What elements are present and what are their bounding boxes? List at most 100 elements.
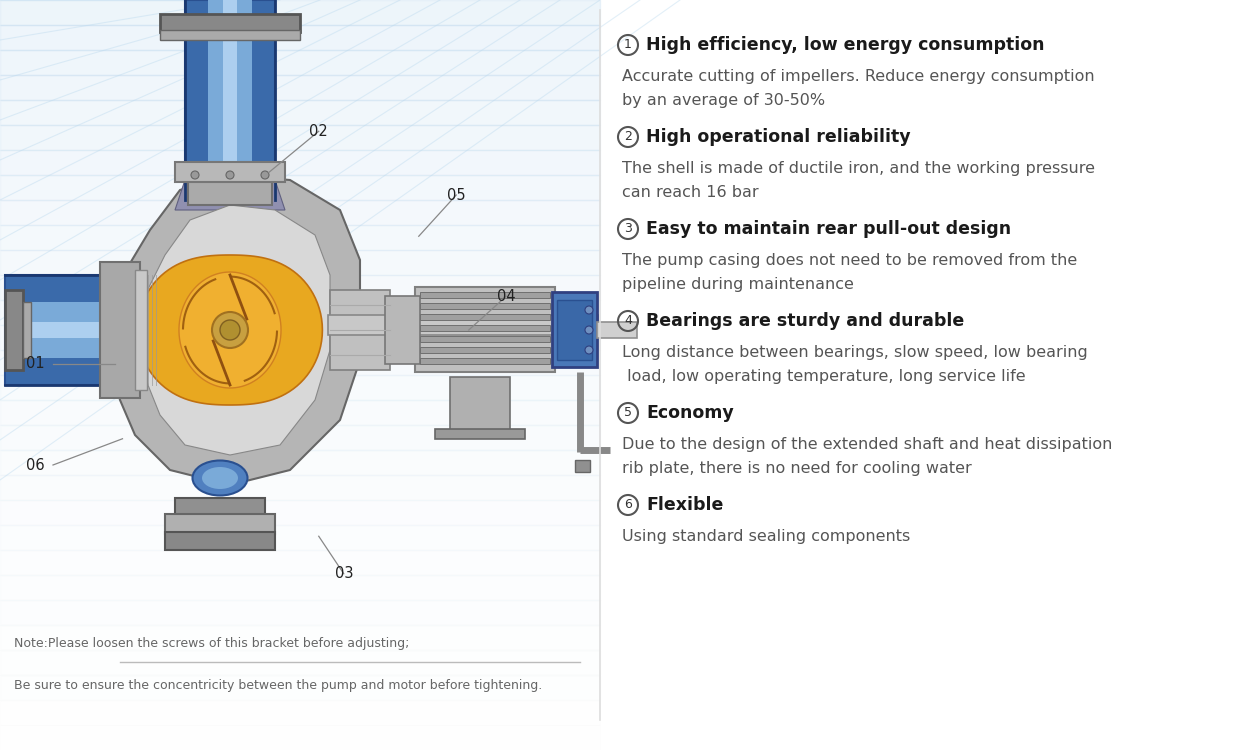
Text: 2: 2 bbox=[624, 130, 632, 143]
Circle shape bbox=[585, 346, 592, 354]
Text: Using standard sealing components: Using standard sealing components bbox=[622, 529, 910, 544]
Text: Accurate cutting of impellers. Reduce energy consumption: Accurate cutting of impellers. Reduce en… bbox=[622, 69, 1095, 84]
Bar bbox=[0, 600, 600, 625]
Bar bbox=[222, 0, 238, 200]
Bar bbox=[0, 175, 600, 200]
Circle shape bbox=[261, 171, 269, 179]
Bar bbox=[575, 460, 590, 472]
Bar bbox=[420, 325, 550, 331]
Text: 03: 03 bbox=[335, 566, 352, 581]
Bar bbox=[420, 358, 550, 364]
Text: rib plate, there is no need for cooling water: rib plate, there is no need for cooling … bbox=[622, 461, 971, 476]
Circle shape bbox=[585, 306, 592, 314]
Bar bbox=[435, 429, 525, 439]
Bar bbox=[0, 0, 600, 25]
Bar bbox=[0, 725, 600, 750]
Text: 6: 6 bbox=[624, 499, 632, 512]
Text: Flexible: Flexible bbox=[646, 496, 724, 514]
Bar bbox=[160, 14, 300, 32]
Bar bbox=[420, 292, 550, 298]
Text: Bearings are sturdy and durable: Bearings are sturdy and durable bbox=[646, 312, 964, 330]
Text: 1: 1 bbox=[624, 38, 632, 52]
Circle shape bbox=[191, 171, 199, 179]
Polygon shape bbox=[110, 175, 360, 485]
Bar bbox=[165, 514, 275, 534]
Bar bbox=[22, 302, 31, 358]
Text: pipeline during maintenance: pipeline during maintenance bbox=[622, 277, 854, 292]
Bar bbox=[0, 400, 600, 425]
Bar bbox=[558, 300, 592, 360]
Text: 04: 04 bbox=[498, 289, 515, 304]
Bar bbox=[185, 0, 275, 200]
Bar bbox=[135, 270, 148, 390]
Bar bbox=[5, 275, 142, 385]
Bar bbox=[165, 532, 275, 550]
Bar bbox=[160, 30, 300, 40]
Text: Easy to maintain rear pull-out design: Easy to maintain rear pull-out design bbox=[646, 220, 1011, 238]
Bar bbox=[0, 575, 600, 600]
Bar bbox=[0, 350, 600, 375]
Bar bbox=[420, 347, 550, 353]
Bar bbox=[0, 300, 600, 325]
Bar bbox=[0, 425, 600, 450]
Bar bbox=[100, 262, 140, 398]
Bar bbox=[450, 377, 510, 432]
Bar bbox=[0, 200, 600, 225]
Bar bbox=[420, 303, 550, 309]
Text: High operational reliability: High operational reliability bbox=[646, 128, 910, 146]
Bar bbox=[328, 315, 598, 335]
Bar bbox=[0, 50, 600, 75]
Text: 02: 02 bbox=[310, 124, 328, 139]
Bar bbox=[5, 302, 142, 358]
Bar bbox=[175, 498, 265, 516]
Text: Economy: Economy bbox=[646, 404, 734, 422]
Bar bbox=[0, 125, 600, 150]
Bar bbox=[0, 450, 600, 475]
Text: 5: 5 bbox=[624, 406, 632, 419]
Text: 06: 06 bbox=[26, 458, 44, 472]
Bar bbox=[0, 500, 600, 525]
Bar bbox=[420, 336, 550, 342]
Text: 3: 3 bbox=[624, 223, 632, 236]
Bar bbox=[0, 250, 600, 275]
Circle shape bbox=[220, 320, 240, 340]
Bar bbox=[175, 162, 285, 182]
Text: The pump casing does not need to be removed from the: The pump casing does not need to be remo… bbox=[622, 253, 1078, 268]
Text: 4: 4 bbox=[624, 314, 632, 328]
Bar bbox=[0, 275, 600, 300]
Bar bbox=[0, 700, 600, 725]
Polygon shape bbox=[179, 272, 281, 388]
Text: can reach 16 bar: can reach 16 bar bbox=[622, 185, 759, 200]
Bar bbox=[415, 287, 555, 372]
Bar bbox=[5, 322, 142, 338]
Text: 05: 05 bbox=[448, 188, 465, 202]
Ellipse shape bbox=[192, 460, 248, 496]
Text: Be sure to ensure the concentricity between the pump and motor before tightening: Be sure to ensure the concentricity betw… bbox=[14, 679, 542, 692]
Text: The shell is made of ductile iron, and the working pressure: The shell is made of ductile iron, and t… bbox=[622, 161, 1095, 176]
Bar bbox=[0, 325, 600, 350]
Bar bbox=[0, 475, 600, 500]
Text: 01: 01 bbox=[26, 356, 44, 371]
Circle shape bbox=[585, 326, 592, 334]
Bar bbox=[208, 0, 252, 200]
Ellipse shape bbox=[202, 467, 238, 489]
Circle shape bbox=[213, 312, 248, 348]
Polygon shape bbox=[175, 180, 285, 210]
Bar bbox=[0, 525, 600, 550]
Bar bbox=[0, 100, 600, 125]
Text: Long distance between bearings, slow speed, low bearing: Long distance between bearings, slow spe… bbox=[622, 345, 1088, 360]
Polygon shape bbox=[138, 255, 322, 405]
Bar bbox=[188, 175, 272, 205]
Text: High efficiency, low energy consumption: High efficiency, low energy consumption bbox=[646, 36, 1045, 54]
Text: by an average of 30-50%: by an average of 30-50% bbox=[622, 93, 825, 108]
Bar bbox=[552, 292, 598, 367]
Text: load, low operating temperature, long service life: load, low operating temperature, long se… bbox=[622, 369, 1025, 384]
Bar bbox=[330, 290, 390, 370]
Bar bbox=[0, 650, 600, 675]
Text: Due to the design of the extended shaft and heat dissipation: Due to the design of the extended shaft … bbox=[622, 437, 1112, 452]
Bar bbox=[5, 290, 22, 370]
Bar bbox=[0, 550, 600, 575]
Bar bbox=[0, 675, 600, 700]
Bar bbox=[0, 150, 600, 175]
Circle shape bbox=[226, 171, 234, 179]
